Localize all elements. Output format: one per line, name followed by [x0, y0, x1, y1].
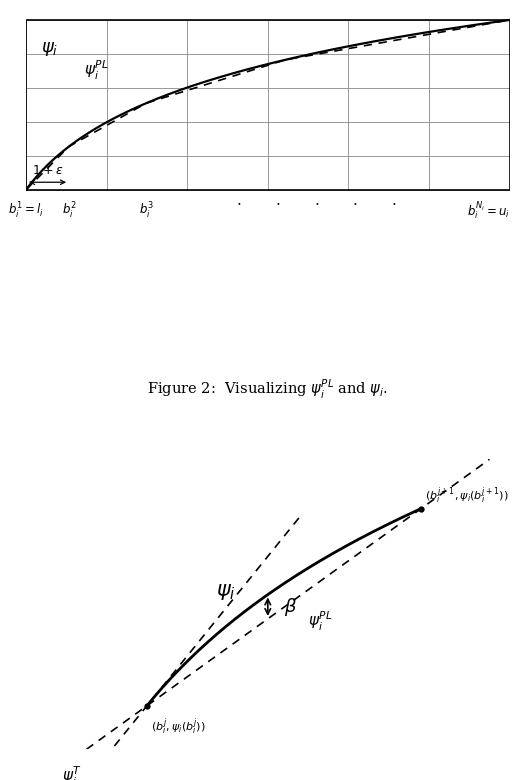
Text: $\cdot$: $\cdot$: [391, 197, 396, 211]
Text: $b_i^{N_i} = u_i$: $b_i^{N_i} = u_i$: [466, 200, 510, 222]
Text: $\psi_i$: $\psi_i$: [216, 582, 236, 601]
Text: Figure 2:  Visualizing $\psi_i^{PL}$ and $\psi_i$.: Figure 2: Visualizing $\psi_i^{PL}$ and …: [147, 378, 388, 401]
Text: $\beta$: $\beta$: [284, 596, 297, 618]
Text: $\psi_i^{PL}$: $\psi_i^{PL}$: [308, 610, 333, 633]
Text: $b_i^1 = l_i$: $b_i^1 = l_i$: [8, 200, 44, 221]
Text: $(b_i^{j+1}, \psi_i(b_i^{j+1}))$: $(b_i^{j+1}, \psi_i(b_i^{j+1}))$: [425, 485, 509, 506]
Text: $\cdot$: $\cdot$: [275, 197, 280, 211]
Text: $\psi_i$: $\psi_i$: [41, 40, 58, 58]
Text: $\psi_i^{PL}$: $\psi_i^{PL}$: [84, 59, 109, 83]
Text: $b_i^2$: $b_i^2$: [61, 200, 76, 221]
Text: $\cdot$: $\cdot$: [236, 197, 241, 211]
Text: $b_i^3$: $b_i^3$: [139, 200, 154, 221]
Text: $\cdot$: $\cdot$: [352, 197, 357, 211]
Text: $(b_i^j, \psi_i(b_i^j))$: $(b_i^j, \psi_i(b_i^j))$: [151, 716, 205, 737]
Text: $1 + \epsilon$: $1 + \epsilon$: [32, 164, 63, 177]
Text: $\psi_i^{T}$: $\psi_i^{T}$: [62, 764, 82, 780]
Text: $\cdot$: $\cdot$: [314, 197, 319, 211]
